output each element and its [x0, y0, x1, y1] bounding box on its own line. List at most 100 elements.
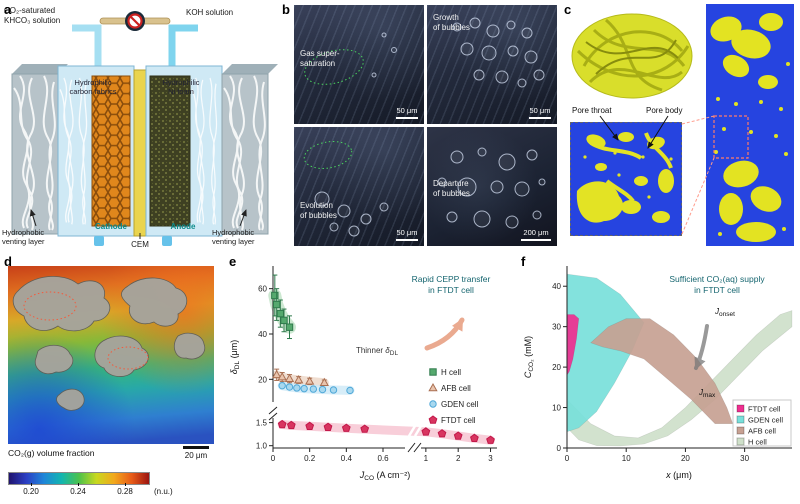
svg-text:30: 30 — [552, 323, 561, 332]
svg-text:GDEN cell: GDEN cell — [748, 416, 783, 425]
ni-foam-electrode — [149, 75, 191, 227]
svg-text:0: 0 — [565, 454, 570, 463]
ni-foam-label: Hydrophilic Ni foam — [162, 78, 200, 96]
pore-body-label: Pore body — [646, 106, 683, 115]
svg-text:H cell: H cell — [441, 368, 461, 377]
svg-text:Jonset: Jonset — [714, 307, 735, 318]
svg-text:0.2: 0.2 — [304, 454, 316, 463]
colorbar-unit: (n.u.) — [154, 487, 173, 496]
micrograph-bubble-evolution: Evolution of bubbles 50 μm — [294, 127, 424, 246]
venting-right-top — [222, 64, 278, 74]
anode-outlet — [162, 236, 172, 246]
svg-text:10: 10 — [622, 454, 631, 463]
fiber-bundle-rendering — [571, 13, 693, 99]
colorbar-tick: 0.24 — [70, 487, 86, 496]
micrograph-bubble-growth: Growth of bubbles 50 μm — [427, 5, 557, 124]
micrograph-overlay — [304, 32, 397, 85]
co2-volume-heatmap — [8, 266, 214, 444]
svg-text:Thinner δDL: Thinner δDL — [356, 346, 399, 357]
svg-text:GDEN cell: GDEN cell — [441, 400, 479, 409]
svg-text:20: 20 — [552, 363, 561, 372]
svg-text:in FTDT cell: in FTDT cell — [694, 285, 740, 295]
co2-concentration-chart: 0 10 20 30 40 0 10 20 30 CCO₂ (mM) x (μm) Sufficien… — [523, 266, 793, 480]
colorbar-tick: 0.28 — [117, 487, 133, 496]
micrograph-gas-supersaturation: Gas super- saturation 50 μm — [294, 5, 424, 124]
panel-d-label: d — [4, 254, 12, 269]
heatmap-scale-bar: 20 μm — [176, 446, 216, 460]
panel-a: a — [0, 0, 278, 252]
svg-text:Jmax: Jmax — [698, 388, 716, 399]
micrograph-caption: Growth of bubbles — [433, 13, 470, 32]
svg-text:H cell: H cell — [748, 438, 767, 447]
svg-text:FTDT cell: FTDT cell — [441, 416, 476, 425]
cell-schematic — [11, 11, 278, 246]
svg-text:1: 1 — [424, 454, 429, 463]
panel-b: b Gas super- saturation 50 μm — [278, 0, 560, 252]
svg-text:0: 0 — [557, 444, 562, 453]
inlet-label: CO₂-saturated KHCO₃ solution — [4, 6, 61, 25]
carbon-fabrics-label: Hydrophilic carbon fabrics — [69, 78, 117, 96]
panel-e: e 60 40 20 1.5 1.0 0 0.2 0.4 0.6 1 2 3 δDL (μm) JCO (… — [225, 252, 517, 504]
svg-text:10: 10 — [552, 404, 561, 413]
svg-text:CCO₂ (mM): CCO₂ (mM) — [523, 336, 535, 378]
svg-text:1.5: 1.5 — [256, 419, 268, 428]
svg-text:2: 2 — [456, 454, 461, 463]
cathode-label: Cathode — [95, 222, 127, 231]
panel-a-label: a — [4, 2, 12, 17]
svg-text:0: 0 — [271, 454, 276, 463]
svg-text:0.4: 0.4 — [341, 454, 353, 463]
boundary-layer-chart: 60 40 20 1.5 1.00 0.2 0.4 0.6 1 2 3 δDL (μm) JCO (A … — [229, 266, 497, 482]
svg-text:40: 40 — [258, 330, 267, 339]
svg-text:1.0: 1.0 — [256, 442, 268, 451]
gas-regions — [12, 275, 206, 411]
cem-label: CEM — [131, 240, 149, 249]
micrograph-caption: Evolution of bubbles — [300, 201, 337, 220]
svg-text:0.6: 0.6 — [377, 454, 389, 463]
venting-left-label: Hydrophobic venting layer — [2, 228, 45, 246]
anolyte-pipe — [168, 24, 198, 66]
micrograph-overlay — [303, 141, 389, 237]
svg-text:x (μm): x (μm) — [665, 470, 692, 480]
catholyte-pipe — [72, 24, 102, 66]
svg-text:20: 20 — [681, 454, 690, 463]
svg-text:AFB cell: AFB cell — [748, 427, 776, 436]
micrograph-overlay — [452, 17, 545, 88]
scale-bar: 50 μm — [529, 106, 551, 119]
svg-text:AFB cell: AFB cell — [441, 384, 471, 393]
panel-c: c Pore throat Pore body — [560, 0, 800, 252]
micrograph-caption: Departure of bubbles — [433, 179, 470, 198]
panel-c-label: c — [564, 2, 572, 17]
svg-text:40: 40 — [552, 282, 561, 291]
svg-text:60: 60 — [258, 285, 267, 294]
pore-network-graphic — [576, 132, 674, 223]
tomography-graphic — [710, 13, 790, 242]
scale-bar: 50 μm — [396, 228, 418, 241]
panel-d: d CO₂(g) volume fraction 20 μm — [0, 252, 225, 504]
micrograph-bubble-departure: Departure of bubbles 200 μm — [427, 127, 557, 246]
svg-text:in FTDT cell: in FTDT cell — [428, 285, 474, 295]
panel-f: f 0 10 20 30 40 0 10 20 30 CCO₂ (mM) x (μm) Suffici… — [517, 252, 800, 504]
svg-text:20: 20 — [258, 375, 267, 384]
micrograph-overlay — [437, 147, 546, 229]
micrograph-grid: Gas super- saturation 50 μm Growth of bu… — [294, 5, 557, 246]
svg-text:30: 30 — [740, 454, 749, 463]
venting-left-top — [12, 64, 68, 74]
svg-text:Rapid CEPP transfer: Rapid CEPP transfer — [412, 274, 491, 284]
pore-throat-label: Pore throat — [572, 106, 612, 115]
panel-f-label: f — [521, 254, 526, 269]
colorbar-tick: 0.20 — [23, 487, 39, 496]
tomography-slice — [706, 4, 794, 246]
panel-b-label: b — [282, 2, 290, 17]
scale-bar: 200 μm — [521, 228, 551, 241]
panel-e-label: e — [229, 254, 237, 269]
pore-network-inset — [570, 122, 682, 236]
svg-text:FTDT cell: FTDT cell — [748, 405, 781, 414]
cathode-outlet — [94, 236, 104, 246]
heatmap-caption: CO₂(g) volume fraction — [8, 448, 95, 458]
svg-text:3: 3 — [488, 454, 493, 463]
svg-text:Sufficient CO₂(aq) supply: Sufficient CO₂(aq) supply — [669, 274, 765, 284]
koh-label: KOH solution — [186, 8, 234, 17]
venting-right-label: Hydrophobic venting layer — [212, 228, 255, 246]
micrograph-caption: Gas super- saturation — [300, 49, 340, 68]
